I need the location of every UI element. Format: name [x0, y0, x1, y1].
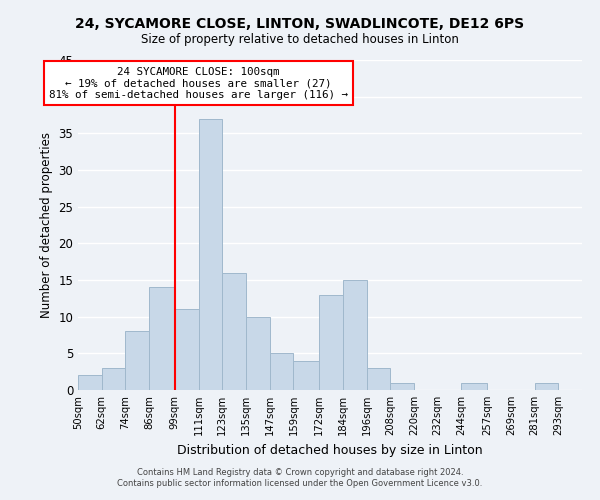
Text: Size of property relative to detached houses in Linton: Size of property relative to detached ho…: [141, 32, 459, 46]
Y-axis label: Number of detached properties: Number of detached properties: [40, 132, 53, 318]
Bar: [246, 316, 270, 390]
Bar: [390, 382, 414, 390]
Text: 24, SYCAMORE CLOSE, LINTON, SWADLINCOTE, DE12 6PS: 24, SYCAMORE CLOSE, LINTON, SWADLINCOTE,…: [76, 18, 524, 32]
Bar: [199, 118, 222, 390]
Bar: [270, 354, 293, 390]
Bar: [535, 382, 558, 390]
Bar: [125, 332, 149, 390]
Bar: [319, 294, 343, 390]
Bar: [222, 272, 246, 390]
Text: Contains HM Land Registry data © Crown copyright and database right 2024.
Contai: Contains HM Land Registry data © Crown c…: [118, 468, 482, 487]
Bar: [293, 360, 319, 390]
Bar: [149, 288, 175, 390]
Bar: [367, 368, 390, 390]
Bar: [343, 280, 367, 390]
Bar: [175, 310, 199, 390]
X-axis label: Distribution of detached houses by size in Linton: Distribution of detached houses by size …: [177, 444, 483, 456]
Text: 24 SYCAMORE CLOSE: 100sqm
← 19% of detached houses are smaller (27)
81% of semi-: 24 SYCAMORE CLOSE: 100sqm ← 19% of detac…: [49, 67, 348, 100]
Bar: [461, 382, 487, 390]
Bar: [78, 376, 102, 390]
Bar: [102, 368, 125, 390]
